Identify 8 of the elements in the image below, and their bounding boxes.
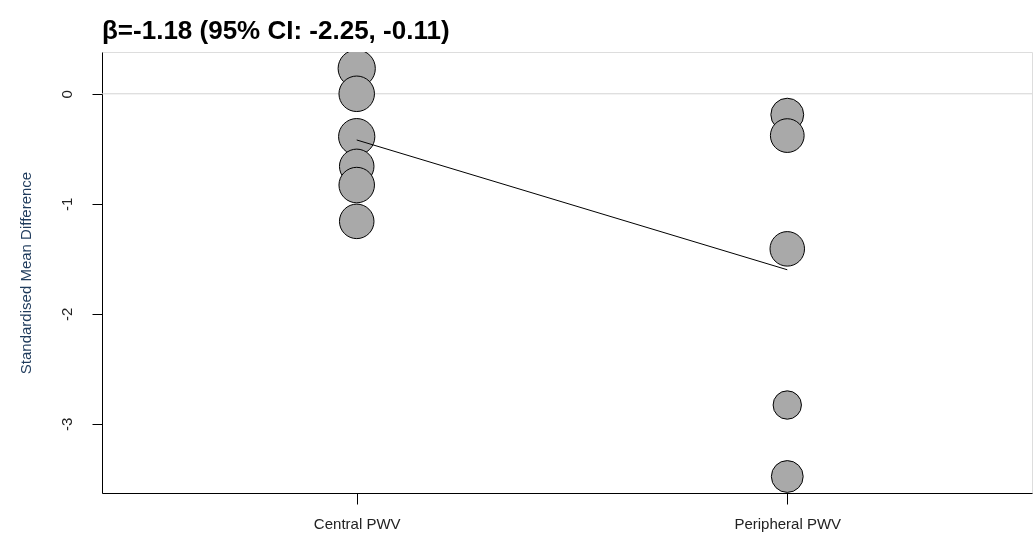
- y-axis-title: Standardised Mean Difference: [16, 171, 34, 375]
- y-tick-label: -2: [57, 307, 75, 321]
- y-tick-label: -1: [57, 197, 75, 211]
- x-tick-label: Central PWV: [313, 514, 401, 532]
- y-tick-label: 0: [57, 90, 75, 99]
- chart-title: β=-1.18 (95% CI: -2.25, -0.11): [102, 15, 450, 45]
- x-tick-label: Peripheral PWV: [734, 514, 842, 532]
- y-tick-label: -3: [57, 417, 75, 431]
